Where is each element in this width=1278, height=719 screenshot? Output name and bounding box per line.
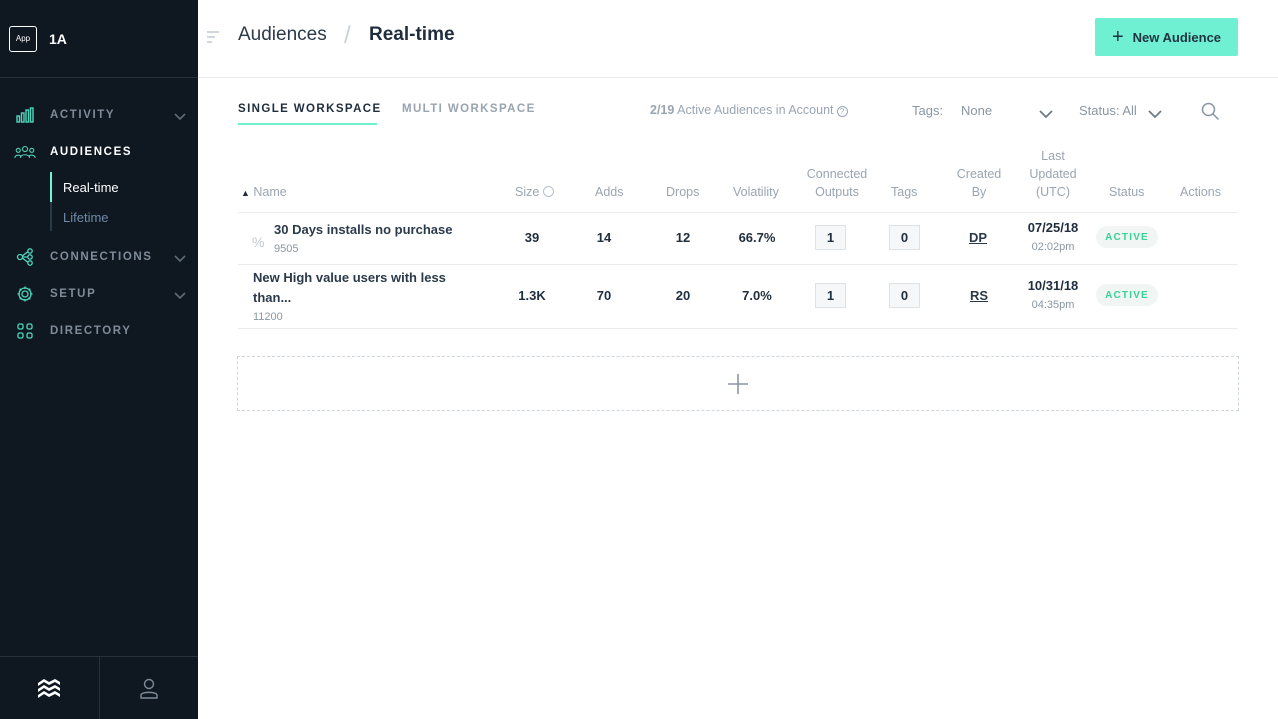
tags-count[interactable]: 0 <box>889 225 920 250</box>
chevron-down-icon <box>174 108 186 126</box>
status-badge: ACTIVE <box>1096 284 1158 306</box>
chevron-down-icon <box>174 287 186 305</box>
brand: App 1A <box>0 0 198 78</box>
sidebar-item-label: ACTIVITY <box>50 108 116 121</box>
sidebar-item-label: SETUP <box>50 287 97 300</box>
header-divider <box>238 212 1238 213</box>
plus-icon: + <box>1111 26 1124 48</box>
sidebar-item-label: DIRECTORY <box>50 324 132 337</box>
breadcrumb-audiences[interactable]: Audiences <box>238 24 327 45</box>
active-tab-indicator <box>238 123 377 125</box>
tags-count[interactable]: 0 <box>889 283 920 308</box>
tab-multi-workspace[interactable]: MULTI WORKSPACE <box>402 103 536 115</box>
company-logo[interactable] <box>0 657 99 719</box>
audiences-subnav: Real-time Lifetime <box>50 170 198 238</box>
user-profile-button[interactable] <box>98 657 199 719</box>
count-value: 2/19 <box>650 103 675 117</box>
updated-date: 07/25/18 <box>1027 220 1079 235</box>
connected-outputs-count[interactable]: 1 <box>815 225 846 250</box>
percent-icon: % <box>252 234 265 250</box>
grid-icon <box>14 321 36 341</box>
column-header-drops[interactable]: Drops <box>666 185 700 199</box>
updated-time: 04:35pm <box>1031 299 1075 311</box>
audience-name[interactable]: 30 Days installs no purchase <box>274 222 453 237</box>
active-audience-count: 2/19 Active Audiences in Account? <box>650 103 848 117</box>
updated-time: 02:02pm <box>1031 241 1075 253</box>
column-header-size[interactable]: Size <box>515 183 554 201</box>
subnav-active-indicator <box>50 172 52 202</box>
users-group-icon <box>14 142 36 162</box>
sidebar: App 1A ACTIVITY AUDIENCES Real-time Life… <box>0 0 198 719</box>
created-by-link[interactable]: RS <box>970 288 989 303</box>
audience-name-line-2[interactable]: than... <box>253 290 292 305</box>
column-header-status[interactable]: Status <box>1109 185 1145 199</box>
size-value: 1.3K <box>518 288 546 303</box>
sidebar-item-connections[interactable]: CONNECTIONS <box>0 238 198 275</box>
sidebar-footer <box>0 656 198 719</box>
search-icon[interactable] <box>1201 102 1220 126</box>
connections-icon <box>14 247 36 267</box>
app-name[interactable]: 1A <box>49 30 67 47</box>
adds-value: 14 <box>596 230 612 245</box>
tags-filter-select[interactable]: None <box>961 103 993 118</box>
volatility-value: 7.0% <box>742 288 772 303</box>
drops-value: 12 <box>675 230 691 245</box>
plus-icon <box>728 373 748 394</box>
row-divider <box>238 264 1238 265</box>
tab-single-workspace[interactable]: SINGLE WORKSPACE <box>238 103 382 115</box>
status-badge: ACTIVE <box>1096 226 1158 248</box>
company-logo-icon <box>38 679 61 698</box>
page-title: Real-time <box>369 24 455 45</box>
audience-name-line-1[interactable]: New High value users with less <box>253 270 446 285</box>
sidebar-item-directory[interactable]: DIRECTORY <box>0 312 198 349</box>
column-header-volatility[interactable]: Volatility <box>733 185 779 199</box>
sidebar-item-label: CONNECTIONS <box>50 250 153 263</box>
add-audience-area[interactable] <box>237 356 1239 411</box>
column-header-created-by[interactable]: Created By <box>956 167 1002 199</box>
sidebar-item-audiences[interactable]: AUDIENCES <box>0 133 198 170</box>
column-header-connected-outputs[interactable]: Connected Outputs <box>806 167 868 199</box>
audience-id: 9505 <box>274 243 299 255</box>
drops-value: 20 <box>675 288 691 303</box>
sidebar-nav: ACTIVITY AUDIENCES Real-time Lifetime CO… <box>0 78 198 349</box>
volatility-value: 66.7% <box>738 230 776 245</box>
sidebar-item-label: AUDIENCES <box>50 145 133 158</box>
size-value: 39 <box>524 230 540 245</box>
chevron-down-icon[interactable] <box>1148 106 1162 124</box>
column-header-last-updated[interactable]: Last Updated (UTC) <box>1029 149 1077 199</box>
sidebar-item-activity[interactable]: ACTIVITY <box>0 96 198 133</box>
audience-id: 11200 <box>253 311 283 323</box>
sort-ascending-icon: ▲ <box>241 188 250 198</box>
status-filter-select[interactable]: Status: All <box>1079 103 1137 118</box>
menu-toggle-icon[interactable] <box>206 30 220 48</box>
help-icon[interactable]: ? <box>836 106 848 117</box>
tags-filter-label: Tags: <box>912 103 944 118</box>
gear-icon <box>14 284 36 304</box>
page-header: Audiences / Real-time + New Audience <box>198 0 1278 78</box>
updated-date: 10/31/18 <box>1027 278 1079 293</box>
column-header-actions: Actions <box>1180 185 1221 199</box>
new-audience-button[interactable]: + New Audience <box>1095 18 1238 56</box>
sidebar-item-setup[interactable]: SETUP <box>0 275 198 312</box>
adds-value: 70 <box>596 288 612 303</box>
chevron-down-icon <box>174 250 186 268</box>
subnav-item-lifetime[interactable]: Lifetime <box>63 209 109 225</box>
breadcrumb-separator: / <box>344 22 351 49</box>
column-header-tags[interactable]: Tags <box>891 185 918 199</box>
column-header-name[interactable]: ▲ Name <box>241 185 287 199</box>
chevron-down-icon[interactable] <box>1039 106 1053 124</box>
bar-chart-icon <box>14 105 36 125</box>
subnav-item-real-time[interactable]: Real-time <box>63 179 119 195</box>
column-header-adds[interactable]: Adds <box>595 185 624 199</box>
new-audience-label: New Audience <box>1132 29 1222 45</box>
connected-outputs-count[interactable]: 1 <box>815 283 846 308</box>
count-label: Active Audiences in Account <box>677 103 834 117</box>
created-by-link[interactable]: DP <box>969 230 988 245</box>
app-logo[interactable]: App <box>9 25 37 52</box>
info-icon <box>542 186 554 197</box>
user-icon <box>140 678 158 699</box>
row-divider <box>238 328 1238 329</box>
